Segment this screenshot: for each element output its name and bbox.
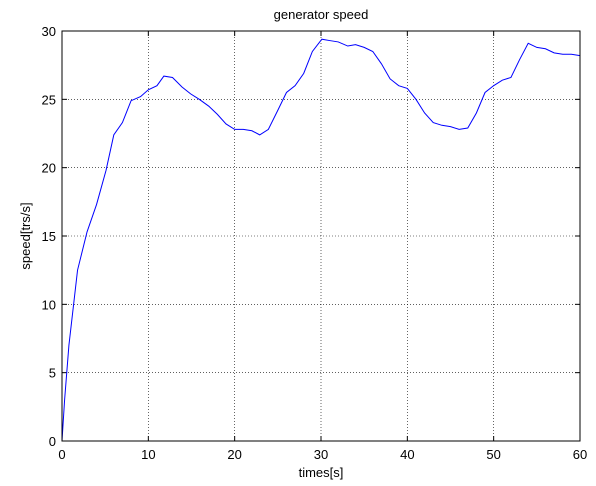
y-tick-labels: 0 5 10 15 20 25 30	[42, 24, 56, 449]
x-tick-label: 10	[141, 447, 155, 462]
y-axis-label: speed[trs/s]	[18, 202, 33, 269]
x-tick-label: 30	[314, 447, 328, 462]
plot-area	[61, 30, 581, 442]
y-tick-label: 25	[42, 92, 56, 107]
x-tick-label: 50	[486, 447, 500, 462]
y-tick-label: 5	[49, 366, 56, 381]
x-tick-label: 40	[400, 447, 414, 462]
x-tick-label: 0	[58, 447, 65, 462]
x-tick-labels: 0 10 20 30 40 50 60	[58, 447, 587, 462]
grid	[62, 31, 580, 441]
y-tick-label: 30	[42, 24, 56, 39]
y-tick-label: 20	[42, 161, 56, 176]
series-line	[61, 38, 581, 442]
y-tick-label: 10	[42, 297, 56, 312]
y-tick-label: 15	[42, 229, 56, 244]
x-tick-label: 60	[573, 447, 587, 462]
x-tick-label: 20	[227, 447, 241, 462]
chart-title: generator speed	[274, 7, 369, 22]
y-tick-label: 0	[49, 434, 56, 449]
axes-frame	[61, 30, 581, 442]
x-axis-label: times[s]	[299, 465, 344, 480]
